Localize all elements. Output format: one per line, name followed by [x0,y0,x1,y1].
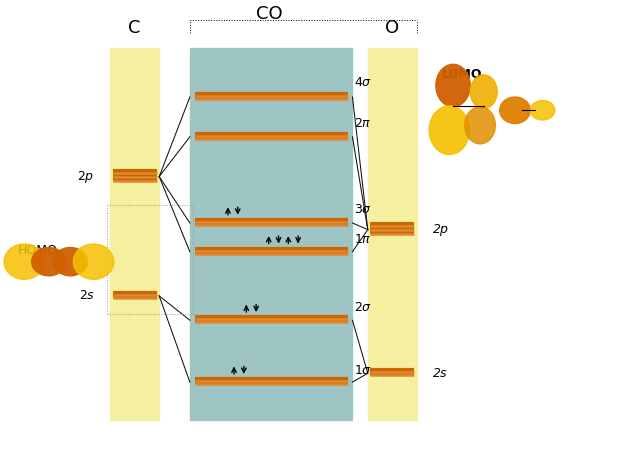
Text: 3$\sigma$: 3$\sigma$ [354,203,373,216]
Ellipse shape [530,101,555,120]
Ellipse shape [4,244,45,279]
Ellipse shape [470,75,497,109]
Text: 2$\pi$: 2$\pi$ [354,117,372,130]
Text: C: C [128,19,141,37]
Bar [190,48,352,420]
Bar [110,48,159,420]
Text: 2$p$: 2$p$ [77,168,95,185]
Text: O: O [385,19,399,37]
Text: 2$s$: 2$s$ [79,290,95,303]
Ellipse shape [465,107,495,144]
Ellipse shape [429,106,470,154]
Ellipse shape [436,64,470,107]
Text: 1$\sigma$: 1$\sigma$ [354,364,373,377]
Text: 4$\sigma$: 4$\sigma$ [354,76,373,89]
Ellipse shape [32,247,66,276]
Text: 2$\sigma$: 2$\sigma$ [354,301,373,313]
Ellipse shape [73,244,114,279]
Ellipse shape [500,97,530,123]
Text: 2$p$: 2$p$ [432,222,449,238]
Text: 2$s$: 2$s$ [432,367,448,380]
Bar [368,48,417,420]
Ellipse shape [53,247,87,276]
Text: HOMO: HOMO [18,244,58,257]
Text: LUMO: LUMO [441,68,482,81]
Text: 1$\pi$: 1$\pi$ [354,233,372,247]
Text: CO: CO [256,5,283,23]
